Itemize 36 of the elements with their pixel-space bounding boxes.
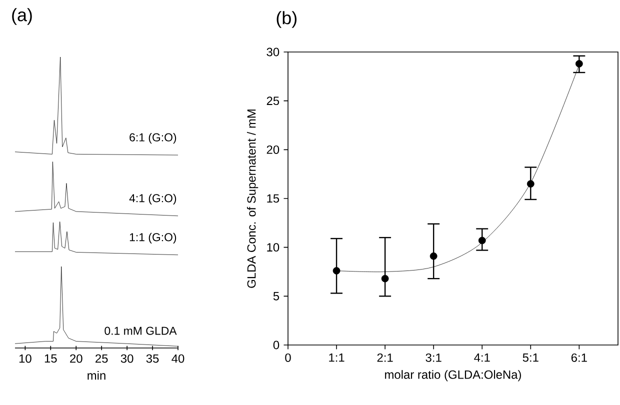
point [332,267,340,274]
x-axis-title: molar ratio (GLDA:OleNa) [385,370,521,382]
series-label: 4:1 (G:O) [129,194,176,205]
y-tick-label: 25 [266,96,280,106]
y-axis-title: GLDA Conc. of Supernatent / mM [246,110,258,288]
x-tick-label: 1:1 [329,353,344,362]
x-tick-label: 0 [285,353,291,362]
x-tick-label: 4:1 [474,353,490,362]
x-tick-label: 10 [19,354,32,363]
y-tick-label: 5 [273,292,280,300]
y-tick-label: 10 [267,243,280,252]
series-label: 6:1 (G:O) [130,133,176,144]
x-tick-label: 20 [70,354,82,363]
series-label: 0.1 mM GLDA [104,326,177,335]
x-tick-label: 30 [120,354,134,363]
point [430,252,438,260]
chart-title: (a) [12,8,32,25]
y-tick-label: 20 [266,145,280,154]
point [526,180,534,188]
point [381,274,389,282]
point [478,236,486,244]
x-axis-title: min [88,370,106,380]
y-tick-label: 30 [266,48,280,56]
x-tick-label: 2:1 [377,353,393,362]
series-label: 1:1 (G:O) [130,232,176,244]
x-tick-label: 35 [146,354,159,363]
x-tick-label: 25 [96,354,108,363]
point [575,60,583,68]
x-tick-label: 3:1 [426,353,442,362]
x-tick-label: 40 [172,354,184,363]
x-tick-label: 15 [44,354,57,363]
y-tick-label: 15 [267,194,280,203]
x-tick-label: 5:1 [522,353,538,362]
y-tick-label: 0 [273,340,280,350]
chart-title: (b) [276,11,296,28]
x-tick-label: 6:1 [571,353,587,362]
